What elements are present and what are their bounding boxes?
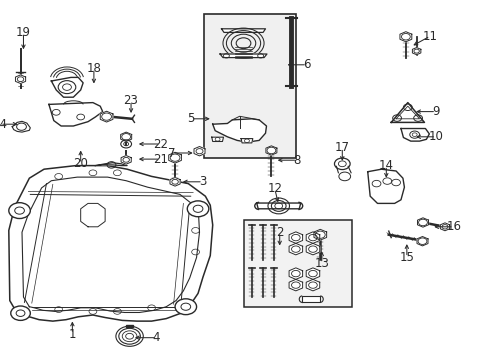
Polygon shape [265, 146, 276, 155]
Text: 22: 22 [153, 138, 167, 150]
Polygon shape [302, 296, 320, 302]
Polygon shape [417, 218, 427, 227]
Text: 13: 13 [314, 257, 328, 270]
Polygon shape [220, 54, 266, 58]
Polygon shape [399, 32, 411, 42]
Polygon shape [288, 268, 302, 279]
Polygon shape [121, 132, 131, 141]
Text: 6: 6 [303, 58, 310, 71]
Polygon shape [288, 243, 302, 255]
Polygon shape [170, 177, 180, 186]
Polygon shape [241, 139, 252, 143]
Text: 23: 23 [123, 94, 138, 107]
Polygon shape [121, 156, 131, 164]
Text: 4: 4 [152, 331, 160, 344]
Text: 17: 17 [334, 141, 349, 154]
Polygon shape [411, 48, 420, 55]
Polygon shape [49, 103, 102, 126]
Circle shape [11, 306, 30, 320]
Polygon shape [305, 268, 319, 279]
Polygon shape [194, 147, 204, 156]
Bar [204, 14, 295, 158]
Circle shape [9, 203, 30, 219]
Polygon shape [95, 163, 127, 166]
Text: 2: 2 [275, 226, 283, 239]
Text: 12: 12 [267, 183, 282, 195]
Text: 21: 21 [153, 153, 167, 166]
Text: 3: 3 [199, 175, 206, 188]
Text: 20: 20 [73, 157, 88, 170]
Circle shape [187, 201, 208, 217]
Polygon shape [288, 279, 302, 291]
Polygon shape [12, 121, 30, 132]
Polygon shape [313, 229, 326, 240]
Text: 10: 10 [428, 130, 443, 143]
Polygon shape [288, 232, 302, 243]
Text: 5: 5 [186, 112, 194, 125]
Text: 7: 7 [168, 147, 176, 159]
Bar [243, 220, 351, 307]
Polygon shape [100, 111, 113, 122]
Polygon shape [305, 279, 319, 291]
Circle shape [175, 299, 196, 315]
Text: 11: 11 [422, 30, 437, 42]
Text: 1: 1 [68, 328, 76, 341]
Text: 18: 18 [86, 62, 101, 75]
Polygon shape [168, 152, 181, 163]
Text: 16: 16 [446, 220, 460, 233]
Polygon shape [211, 137, 223, 141]
Text: 24: 24 [0, 118, 7, 131]
Polygon shape [9, 166, 212, 321]
Polygon shape [305, 243, 319, 255]
Text: 9: 9 [431, 105, 439, 118]
Polygon shape [51, 77, 83, 97]
Text: 15: 15 [399, 251, 413, 264]
Text: 8: 8 [293, 154, 301, 167]
Polygon shape [256, 203, 300, 209]
Text: 14: 14 [378, 159, 393, 172]
Polygon shape [416, 237, 427, 246]
Polygon shape [439, 223, 449, 231]
Polygon shape [16, 75, 25, 84]
Polygon shape [400, 129, 428, 141]
Polygon shape [212, 119, 266, 142]
Polygon shape [367, 169, 404, 203]
Text: 19: 19 [16, 26, 31, 39]
Polygon shape [390, 103, 424, 122]
Polygon shape [305, 232, 319, 243]
Polygon shape [221, 29, 265, 32]
Polygon shape [126, 325, 133, 327]
